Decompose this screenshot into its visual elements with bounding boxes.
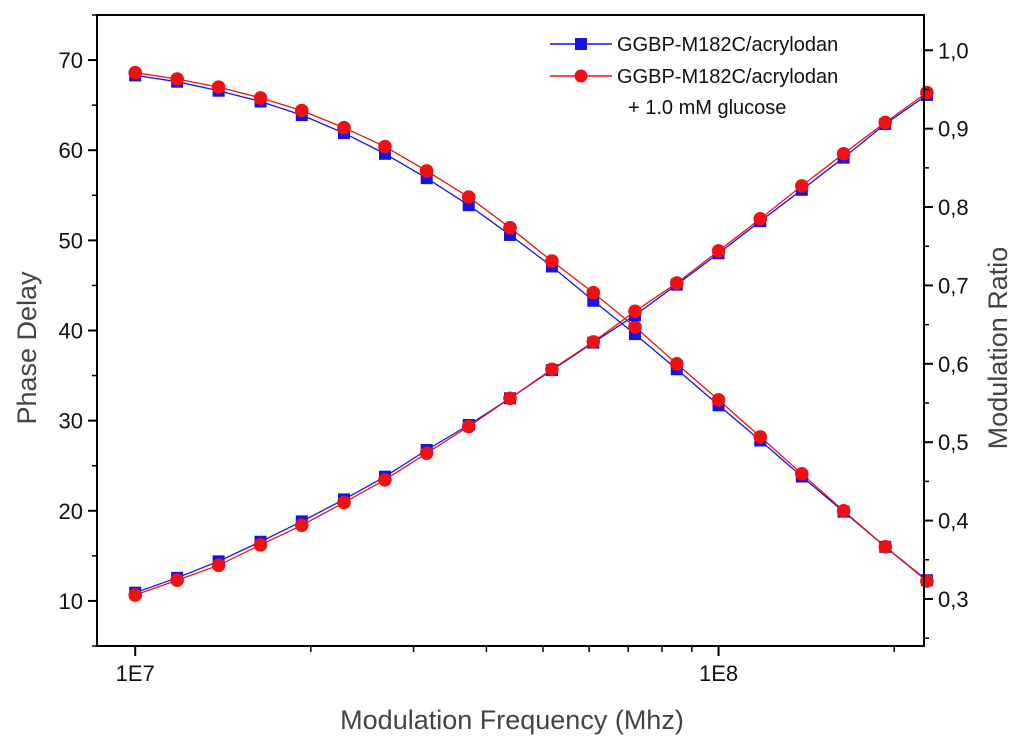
data-point-circle [461, 190, 476, 204]
data-point-circle [586, 285, 601, 300]
data-point-circle [337, 495, 351, 510]
legend-label-2-line2: + 1.0 mM glucose [628, 97, 786, 119]
legend-marker-circle [574, 69, 588, 83]
legend-label-2: GGBP-M182C/acrylodan [617, 66, 838, 88]
y2-tick-label: 1,0 [938, 38, 969, 63]
legend: GGBP-M182C/acrylodan GGBP-M182C/acryloda… [550, 34, 838, 119]
data-point-circle [294, 518, 309, 533]
y2-tick-label: 0,9 [938, 117, 969, 142]
data-point-circle [628, 304, 642, 319]
y-tick-label: 70 [59, 48, 83, 73]
data-point-circle [128, 65, 143, 80]
series-line-1 [135, 72, 928, 582]
data-point-circle [378, 473, 392, 487]
data-point-circle [170, 573, 184, 587]
y2-tick-label: 0,5 [938, 430, 969, 455]
data-point-circle [128, 588, 143, 602]
data-point-circle [419, 164, 434, 178]
data-point-circle [253, 91, 268, 105]
data-point-circle [545, 254, 559, 268]
data-point-circle [419, 446, 434, 460]
legend-label-1: GGBP-M182C/acrylodan [617, 34, 838, 56]
data-point-circle [503, 220, 517, 235]
data-point-circle [669, 276, 684, 290]
data-point-circle [545, 362, 559, 377]
data-point-circle [753, 430, 768, 444]
data-point-circle [503, 391, 517, 406]
data-point-circle [753, 212, 768, 226]
y2-tick-label: 0,3 [938, 587, 969, 612]
y2-tick-label: 0,8 [938, 195, 969, 220]
data-point-circle [211, 80, 226, 94]
x-axis-title: Modulation Frequency (Mhz) [340, 705, 684, 735]
y-axis-title: Phase Delay [12, 271, 42, 425]
x-tick-label: 1E7 [116, 661, 155, 686]
data-point-circle [795, 467, 809, 481]
data-point-circle [920, 574, 934, 588]
data-point-circle [836, 503, 851, 518]
data-point-circle [878, 115, 893, 130]
data-point-circle [878, 540, 893, 554]
plot-marks [128, 65, 934, 602]
y-tick-label: 40 [59, 319, 83, 344]
y-tick-label: 20 [59, 499, 83, 524]
data-point-circle [461, 419, 476, 434]
series-line-0 [135, 74, 928, 581]
data-point-circle [711, 244, 726, 258]
legend-marker-square [575, 38, 587, 50]
data-point-circle [253, 538, 268, 552]
data-point-circle [920, 85, 934, 100]
y2-tick-label: 0,4 [938, 509, 969, 534]
data-point-circle [211, 558, 226, 573]
data-point-circle [378, 139, 392, 154]
y2-tick-label: 0,7 [938, 273, 969, 298]
series-line-3 [134, 92, 928, 596]
y-tick-label: 10 [59, 589, 83, 614]
y-tick-label: 60 [59, 138, 83, 163]
data-point-circle [294, 103, 309, 118]
data-point-circle [337, 120, 351, 135]
y2-axis-title: Modulation Ratio [983, 247, 1013, 450]
axis-ticks: 10 20 30 40 50 60 70 0,3 0,4 0,5 0,6 0,7 0,8 0,9 1,0 1E… [59, 14, 969, 686]
data-point-circle [836, 146, 851, 161]
y-tick-label: 50 [59, 228, 83, 253]
data-point-circle [170, 72, 184, 86]
data-point-circle [586, 335, 601, 349]
data-point-circle [711, 393, 726, 407]
data-point-circle [628, 320, 642, 334]
data-point-circle [669, 357, 684, 371]
data-point-circle [795, 179, 809, 193]
y-tick-label: 30 [59, 409, 83, 434]
y2-tick-label: 0,6 [938, 352, 969, 377]
x-tick-label: 1E8 [699, 661, 738, 686]
